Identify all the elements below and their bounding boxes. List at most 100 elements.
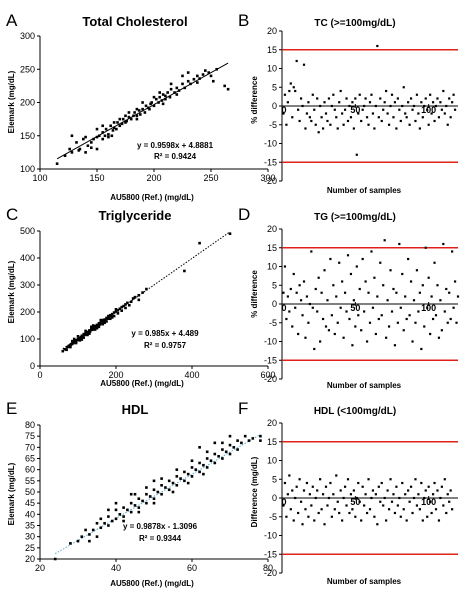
data-point-d	[452, 306, 455, 309]
data-point-c	[112, 314, 116, 318]
data-point-e	[167, 488, 171, 492]
data-point-d	[332, 284, 335, 287]
data-point-c	[80, 338, 84, 341]
y-tick-label-a: 250	[20, 64, 35, 74]
data-point-e	[126, 508, 129, 512]
data-point-d	[321, 317, 325, 321]
data-point-c	[88, 332, 91, 335]
data-point-b	[440, 108, 443, 111]
data-point-d	[456, 295, 460, 298]
data-point-f	[358, 500, 361, 503]
data-point-f	[377, 485, 380, 488]
data-point-f	[390, 500, 394, 503]
data-point-f	[404, 493, 407, 496]
data-point-e	[194, 468, 198, 471]
data-point-c	[131, 297, 135, 300]
y-tick-label-e: 50	[25, 487, 35, 497]
y-axis-title-a: Elemark (mg/dL)	[7, 70, 16, 133]
data-point-f	[338, 511, 341, 515]
data-point-c	[72, 340, 76, 344]
data-point-d	[289, 287, 292, 291]
data-point-b	[361, 108, 364, 111]
data-point-a	[166, 91, 169, 94]
data-point-a	[196, 81, 199, 84]
data-point-a	[150, 101, 154, 104]
data-point-f	[364, 493, 367, 496]
data-point-e	[236, 448, 239, 451]
data-point-c	[96, 324, 100, 327]
data-point-b	[342, 123, 345, 126]
data-point-a	[127, 115, 131, 119]
data-point-a	[161, 102, 165, 106]
data-point-e	[221, 441, 224, 445]
data-point-a	[157, 101, 160, 104]
data-point-b	[393, 101, 397, 104]
y-tick-label-f: 20	[267, 418, 277, 428]
data-point-a	[115, 127, 118, 131]
data-point-f	[324, 485, 328, 488]
data-point-f	[311, 485, 314, 488]
data-point-d	[354, 325, 357, 328]
data-point-a	[116, 121, 119, 124]
data-point-c	[90, 325, 93, 329]
panel-letter-b: B	[238, 11, 249, 30]
data-point-f	[383, 496, 386, 500]
data-point-f	[314, 496, 317, 500]
data-point-e	[129, 501, 133, 505]
data-point-f	[329, 481, 332, 485]
data-point-c	[65, 348, 68, 352]
data-point-a	[169, 82, 173, 86]
data-point-b	[343, 108, 347, 111]
data-point-d	[427, 276, 430, 279]
data-point-f	[427, 485, 430, 488]
data-point-d	[395, 291, 398, 294]
data-point-f	[439, 496, 442, 500]
x-tick-label-f: 0	[281, 497, 286, 507]
data-point-f	[387, 508, 391, 511]
data-point-a	[129, 117, 133, 121]
x-tick-label-c: 200	[108, 370, 123, 380]
data-point-f	[307, 515, 310, 518]
data-point-d	[348, 317, 351, 321]
data-point-b	[317, 131, 320, 134]
data-point-c	[101, 322, 104, 326]
data-point-d	[393, 344, 397, 347]
data-point-d	[451, 250, 454, 253]
data-point-c	[76, 335, 80, 338]
y-tick-label-e: 30	[25, 532, 35, 542]
data-point-b	[302, 63, 306, 66]
data-point-a	[101, 131, 104, 134]
y-tick-label-d: 10	[267, 262, 277, 272]
data-point-a	[148, 107, 151, 111]
data-point-f	[332, 493, 335, 496]
data-point-b	[389, 104, 392, 108]
data-point-e	[190, 459, 194, 463]
data-point-f	[368, 508, 372, 511]
data-point-b	[449, 116, 452, 119]
equation-c: y = 0.985x + 4.489	[131, 329, 199, 338]
x-tick-label-a: 300	[260, 173, 275, 183]
data-point-f	[304, 508, 307, 511]
data-point-b	[448, 97, 451, 100]
data-point-e	[224, 450, 228, 454]
y-tick-label-e: 20	[25, 554, 35, 564]
data-point-b	[452, 93, 455, 96]
data-point-a	[211, 79, 215, 83]
data-point-c	[109, 317, 112, 321]
data-point-e	[202, 463, 205, 467]
data-point-b	[367, 123, 370, 126]
data-point-a	[110, 134, 114, 138]
data-point-e	[129, 492, 133, 496]
data-point-d	[360, 329, 363, 332]
data-point-e	[167, 479, 171, 483]
data-point-c	[120, 305, 123, 309]
data-point-f	[294, 496, 297, 500]
x-tick-label-c: 0	[37, 370, 42, 380]
data-point-a	[168, 95, 172, 99]
data-point-d	[376, 295, 379, 298]
data-point-c	[72, 337, 76, 341]
x-tick-label-a: 100	[32, 173, 47, 183]
x-tick-label-e: 60	[187, 563, 197, 573]
data-point-f	[430, 511, 433, 515]
data-point-a	[160, 99, 164, 102]
